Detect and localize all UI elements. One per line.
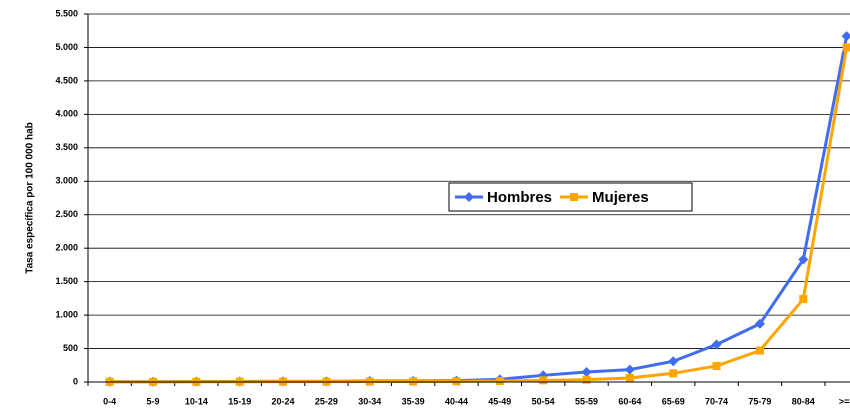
marker [754, 318, 765, 329]
marker [409, 377, 418, 386]
marker [624, 364, 635, 375]
y-tick-label: 500 [63, 343, 78, 353]
x-tick-label: 65-69 [662, 396, 685, 406]
y-tick-label: 4.000 [55, 109, 78, 119]
y-tick-label: 1.500 [55, 276, 78, 286]
y-tick-label: 1.000 [55, 309, 78, 319]
marker [798, 254, 809, 265]
marker [842, 43, 850, 52]
marker [495, 376, 504, 385]
marker [570, 193, 579, 201]
x-tick-label: 10-14 [185, 396, 208, 406]
legend-label: Hombres [487, 189, 552, 206]
legend-label: Mujeres [592, 189, 649, 206]
marker [755, 346, 764, 355]
x-tick-label: 15-19 [228, 396, 251, 406]
marker [582, 375, 591, 384]
y-tick-label: 5.500 [55, 8, 78, 18]
y-tick-label: 0 [73, 376, 78, 386]
x-tick-label: 30-34 [358, 396, 381, 406]
x-tick-label: 40-44 [445, 396, 468, 406]
x-tick-label: 25-29 [315, 396, 338, 406]
y-axis-label: Tasa específica por 100 000 hab [25, 122, 36, 274]
marker [668, 356, 679, 367]
y-tick-label: 5.000 [55, 42, 78, 52]
x-tick-label: 70-74 [705, 396, 728, 406]
y-tick-label: 3.500 [55, 142, 78, 152]
marker [711, 339, 722, 350]
y-tick-label: 3.000 [55, 176, 78, 186]
y-tick-label: 2.000 [55, 243, 78, 253]
marker [841, 31, 850, 42]
y-tick-label: 2.500 [55, 209, 78, 219]
marker [799, 295, 808, 304]
x-tick-label: 80-84 [792, 396, 815, 406]
x-tick-label: 75-79 [748, 396, 771, 406]
legend: Hombres Mujeres [448, 182, 693, 212]
x-tick-label: 50-54 [532, 396, 555, 406]
x-tick-label: 0-4 [103, 396, 116, 406]
marker [669, 369, 678, 378]
x-tick-label: 20-24 [272, 396, 295, 406]
x-tick-label: 45-49 [488, 396, 511, 406]
marker [452, 377, 461, 386]
marker [464, 192, 474, 202]
marker [625, 373, 634, 382]
x-tick-label: >=8 [839, 396, 850, 406]
y-tick-label: 4.500 [55, 75, 78, 85]
marker [539, 376, 548, 385]
x-tick-label: 55-59 [575, 396, 598, 406]
x-tick-label: 60-64 [618, 396, 641, 406]
marker [712, 361, 721, 370]
x-tick-label: 5-9 [147, 396, 160, 406]
marker [581, 366, 592, 377]
x-tick-label: 35-39 [402, 396, 425, 406]
